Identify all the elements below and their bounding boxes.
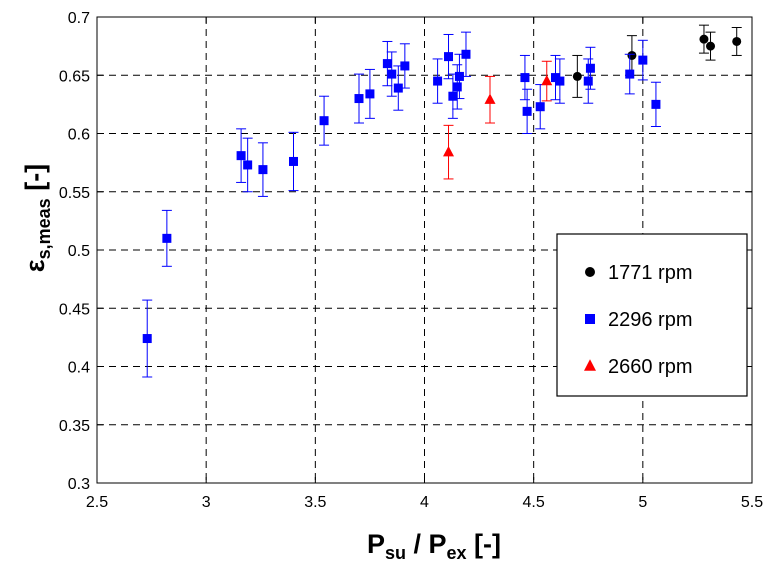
y-tick-label: 0.3 <box>68 476 90 493</box>
data-point <box>243 160 252 169</box>
x-axis-title-sub2: ex <box>447 543 467 563</box>
data-point <box>699 35 708 44</box>
data-point <box>258 165 267 174</box>
data-point <box>433 77 442 86</box>
x-tick-label: 5 <box>638 494 647 511</box>
data-point <box>162 234 171 243</box>
data-point <box>520 73 529 82</box>
data-point <box>453 82 462 91</box>
legend-marker <box>585 314 595 324</box>
y-tick-label: 0.4 <box>68 360 90 377</box>
y-tick-label: 0.65 <box>59 68 90 85</box>
data-point <box>625 70 634 79</box>
data-point <box>448 92 457 101</box>
legend-label: 2660 rpm <box>608 356 693 378</box>
y-tick-label: 0.35 <box>59 418 90 435</box>
legend: 1771 rpm 2296 rpm 2660 rpm <box>557 234 747 396</box>
x-tick-label: 3.5 <box>304 494 326 511</box>
y-axis-title: εs,meas [-] <box>20 164 54 272</box>
data-point <box>485 94 496 104</box>
data-point <box>237 151 246 160</box>
data-point <box>586 64 595 73</box>
x-axis-title-end: [-] <box>467 529 501 559</box>
x-axis-title-sub1: su <box>385 543 406 563</box>
data-point <box>732 37 741 46</box>
data-point <box>383 59 392 68</box>
data-point <box>355 94 364 103</box>
x-tick-label: 3 <box>202 494 211 511</box>
y-tick-label: 0.6 <box>68 127 90 144</box>
series-0 <box>572 25 741 97</box>
data-point <box>536 102 545 111</box>
data-point <box>365 89 374 98</box>
y-tick-label: 0.7 <box>68 10 90 27</box>
x-axis-title: Psu / Pex [-] <box>367 529 501 563</box>
data-point <box>638 56 647 65</box>
x-axis-title-main: P <box>367 529 385 559</box>
data-point <box>627 51 636 60</box>
y-tick-label: 0.5 <box>68 243 90 260</box>
data-point <box>461 50 470 59</box>
x-tick-label: 2.5 <box>86 494 108 511</box>
data-point <box>541 75 552 85</box>
data-point <box>289 157 298 166</box>
x-tick-label: 5.5 <box>741 494 763 511</box>
data-point <box>584 77 593 86</box>
data-point <box>651 100 660 109</box>
y-tick-label: 0.55 <box>59 185 90 202</box>
x-tick-labels: 2.5 3 3.5 4 4.5 5 5.5 <box>86 494 763 511</box>
data-point <box>400 61 409 70</box>
data-point <box>573 72 582 81</box>
x-tick-label: 4.5 <box>523 494 545 511</box>
x-axis-title-mid: / P <box>406 529 447 559</box>
y-axis-title-sub: s,meas <box>34 198 54 259</box>
y-tick-labels: 0.3 0.35 0.4 0.45 0.5 0.55 0.6 0.65 0.7 <box>59 10 90 493</box>
data-point <box>523 107 532 116</box>
legend-marker <box>585 267 595 277</box>
data-point <box>444 52 453 61</box>
data-point <box>143 334 152 343</box>
data-point <box>387 70 396 79</box>
data-point <box>555 77 564 86</box>
data-point <box>320 116 329 125</box>
y-axis-title-end: [-] <box>20 164 50 198</box>
y-axis-title-main: ε <box>20 259 50 272</box>
legend-label: 1771 rpm <box>608 262 693 284</box>
legend-label: 2296 rpm <box>608 309 693 331</box>
y-tick-label: 0.45 <box>59 301 90 318</box>
data-point <box>443 146 454 156</box>
data-point <box>706 42 715 51</box>
x-tick-label: 4 <box>420 494 429 511</box>
